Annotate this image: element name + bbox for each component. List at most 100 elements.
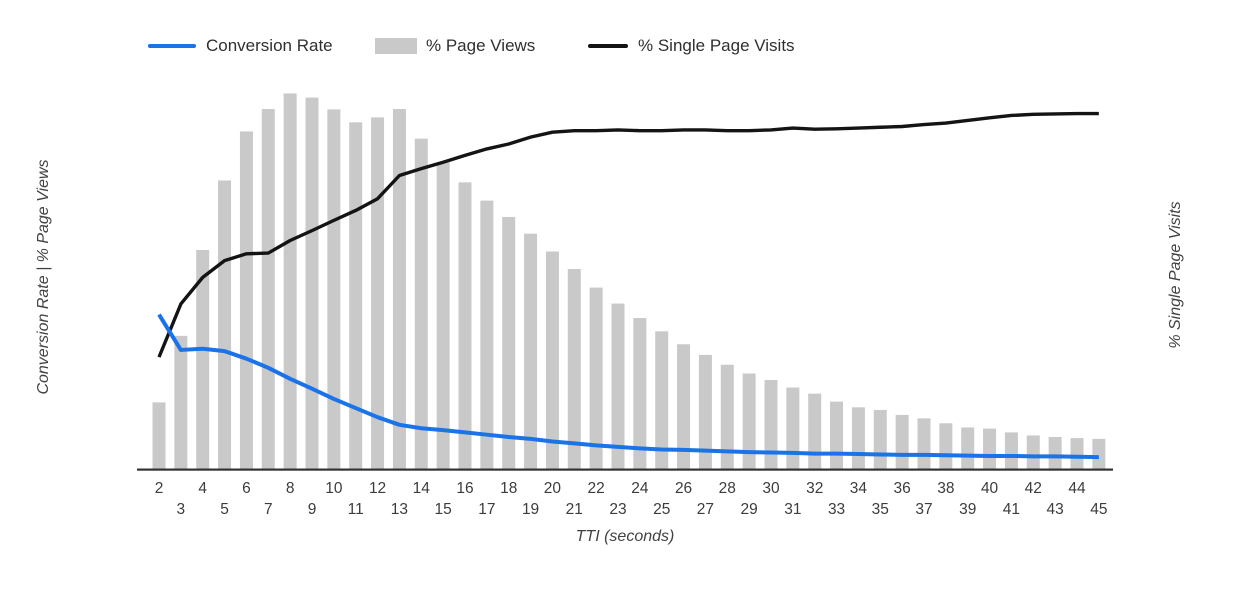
bar bbox=[1026, 435, 1040, 469]
bar bbox=[851, 407, 865, 469]
bar bbox=[611, 303, 625, 469]
x-tick-label: 23 bbox=[609, 501, 626, 518]
x-tick-label: 12 bbox=[369, 480, 386, 497]
x-axis-title: TTI (seconds) bbox=[575, 528, 675, 545]
bar bbox=[698, 354, 712, 469]
x-tick-label: 22 bbox=[588, 480, 605, 497]
bar bbox=[502, 216, 516, 469]
x-tick-label: 29 bbox=[741, 501, 758, 518]
x-tick-label: 30 bbox=[762, 480, 780, 497]
legend-label-single-page-visits: % Single Page Visits bbox=[638, 36, 795, 55]
x-tick-label: 24 bbox=[631, 480, 649, 497]
bar bbox=[1004, 432, 1018, 469]
x-tick-label: 14 bbox=[413, 480, 431, 497]
x-tick-label: 28 bbox=[719, 480, 736, 497]
bar bbox=[392, 109, 406, 469]
conversion-rate-line bbox=[157, 313, 1099, 460]
bar bbox=[895, 414, 909, 469]
x-tick-label: 43 bbox=[1047, 501, 1064, 518]
bar bbox=[152, 402, 166, 469]
x-tick-label: 3 bbox=[177, 501, 186, 518]
bar bbox=[545, 251, 559, 469]
x-tick-label: 19 bbox=[522, 501, 539, 518]
bar bbox=[480, 200, 494, 469]
x-tick-label: 11 bbox=[348, 501, 364, 518]
x-tick-label: 16 bbox=[456, 480, 473, 497]
bar bbox=[742, 373, 756, 469]
bar bbox=[677, 344, 691, 469]
x-tick-label: 32 bbox=[806, 480, 823, 497]
bar bbox=[786, 387, 800, 469]
x-tick-label: 33 bbox=[828, 501, 845, 518]
x-tick-label: 9 bbox=[308, 501, 317, 518]
bar bbox=[239, 131, 253, 469]
x-tick-label: 37 bbox=[915, 501, 932, 518]
bar bbox=[589, 287, 603, 469]
bar bbox=[261, 109, 275, 469]
bar bbox=[633, 318, 647, 469]
legend-label-page-views: % Page Views bbox=[426, 36, 536, 55]
bar bbox=[305, 97, 319, 469]
bar bbox=[1092, 438, 1106, 469]
bar bbox=[327, 109, 341, 469]
bar bbox=[414, 138, 428, 469]
x-axis-tick-labels: 2345678910111213141516171819202122232425… bbox=[155, 480, 1108, 518]
page-views-bars bbox=[152, 93, 1106, 469]
legend-item-single-page-visits: % Single Page Visits bbox=[588, 36, 795, 56]
bar bbox=[655, 331, 669, 469]
bar bbox=[174, 335, 188, 469]
bar bbox=[983, 428, 997, 469]
x-tick-label: 41 bbox=[1003, 501, 1020, 518]
bar bbox=[720, 364, 734, 469]
bar bbox=[349, 122, 363, 469]
x-tick-label: 34 bbox=[850, 480, 868, 497]
bar bbox=[764, 379, 778, 469]
x-tick-label: 44 bbox=[1068, 480, 1086, 497]
x-tick-label: 15 bbox=[435, 501, 452, 518]
x-tick-label: 27 bbox=[697, 501, 714, 518]
x-tick-label: 40 bbox=[981, 480, 999, 497]
x-tick-label: 13 bbox=[391, 501, 408, 518]
bar bbox=[567, 269, 581, 469]
x-tick-label: 21 bbox=[566, 501, 583, 518]
single-page-visits-line bbox=[157, 111, 1099, 358]
bar bbox=[808, 393, 822, 469]
x-tick-label: 26 bbox=[675, 480, 692, 497]
legend-item-conversion-rate: Conversion Rate bbox=[148, 36, 333, 56]
bar bbox=[830, 401, 844, 469]
left-axis-title: Conversion Rate | % Page Views bbox=[35, 159, 52, 395]
bar bbox=[218, 180, 232, 469]
x-tick-label: 4 bbox=[198, 480, 207, 497]
page-views-bar-swatch-icon bbox=[375, 38, 417, 54]
x-tick-label: 35 bbox=[872, 501, 889, 518]
single-page-visits-line-swatch-icon bbox=[588, 44, 628, 48]
bar bbox=[917, 418, 931, 469]
x-tick-label: 17 bbox=[478, 501, 495, 518]
bar bbox=[436, 162, 450, 469]
x-tick-label: 39 bbox=[959, 501, 976, 518]
conversion-rate-line-swatch-icon bbox=[148, 44, 196, 48]
bar bbox=[371, 117, 385, 469]
x-tick-label: 7 bbox=[264, 501, 273, 518]
x-tick-label: 2 bbox=[155, 480, 164, 497]
x-tick-label: 18 bbox=[500, 480, 517, 497]
x-tick-label: 5 bbox=[220, 501, 229, 518]
x-tick-label: 42 bbox=[1025, 480, 1042, 497]
legend-label-conversion-rate: Conversion Rate bbox=[206, 36, 333, 55]
x-tick-label: 36 bbox=[894, 480, 911, 497]
bar bbox=[196, 250, 210, 469]
x-tick-label: 25 bbox=[653, 501, 670, 518]
bar bbox=[961, 427, 975, 469]
bar bbox=[458, 182, 472, 469]
x-tick-label: 6 bbox=[242, 480, 251, 497]
bar bbox=[1048, 436, 1062, 469]
right-axis-title: % Single Page Visits bbox=[1167, 201, 1184, 349]
bar bbox=[939, 423, 953, 469]
bar bbox=[283, 93, 297, 469]
x-tick-label: 20 bbox=[544, 480, 562, 497]
legend-item-page-views: % Page Views bbox=[375, 36, 535, 56]
x-tick-label: 45 bbox=[1090, 501, 1107, 518]
x-tick-label: 31 bbox=[784, 501, 801, 518]
